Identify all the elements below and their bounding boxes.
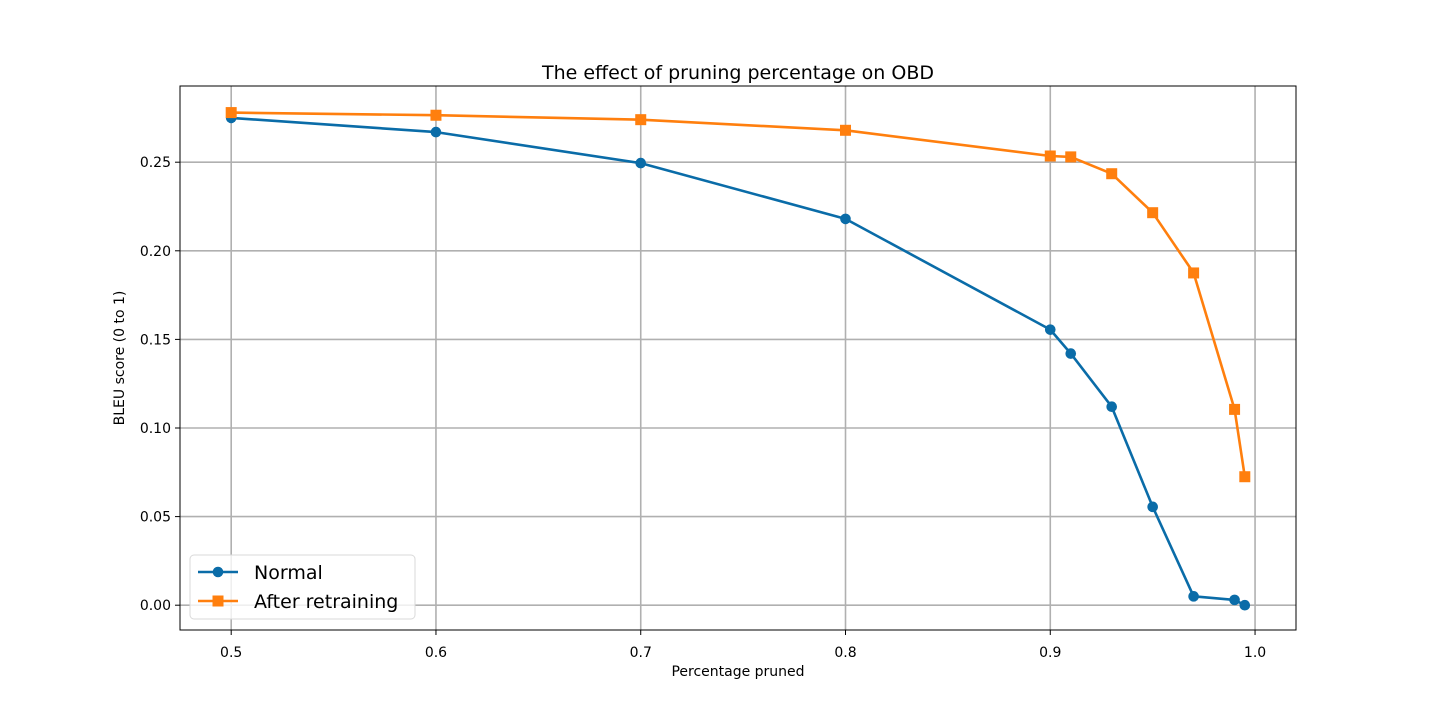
y-tick-label: 0.10: [140, 421, 171, 437]
y-tick-label: 0.00: [140, 598, 171, 614]
y-axis-label: BLEU score (0 to 1): [112, 291, 128, 426]
data-point-normal: [635, 157, 647, 169]
data-point-normal: [1239, 599, 1251, 611]
series-line-normal: [231, 116, 1246, 607]
data-point-normal: [430, 126, 442, 138]
data-point-normal: [1229, 594, 1240, 606]
grid-layer: [180, 86, 1296, 630]
x-tick-label: 0.7: [630, 645, 652, 661]
data-point-after-retraining: [430, 109, 442, 121]
x-tick-label: 0.6: [425, 645, 447, 661]
chart-title: The effect of pruning percentage on OBD: [541, 62, 934, 84]
y-tick-label: 0.05: [140, 510, 171, 526]
tick-layer: 0.5 0.6 0.7 0.8 0.9 1.0 0.00 0.05 0.10 0.15 0.20 0.…: [140, 155, 1266, 661]
data-point-normal: [1044, 324, 1056, 335]
data-point-after-retraining: [1065, 151, 1077, 163]
series-after-retraining: [225, 107, 1251, 483]
y-tick-label: 0.20: [140, 244, 171, 260]
data-point-after-retraining: [635, 114, 647, 126]
data-point-after-retraining: [1229, 403, 1241, 415]
x-tick-label: 0.5: [220, 645, 242, 661]
data-point-normal: [1188, 591, 1199, 602]
legend-label-normal: Normal: [254, 562, 323, 584]
data-point-after-retraining: [840, 124, 852, 136]
data-point-after-retraining: [225, 107, 237, 119]
legend-marker-after-retraining: [212, 595, 224, 607]
plot-frame: [179, 85, 1297, 631]
data-point-after-retraining: [1044, 150, 1056, 162]
x-axis-label: Percentage pruned: [671, 664, 804, 680]
y-tick-label: 0.25: [140, 155, 171, 171]
series-line-after-retraining: [231, 111, 1247, 477]
data-point-normal: [1147, 501, 1158, 513]
x-tick-label: 0.9: [1039, 645, 1061, 661]
y-tick-label: 0.15: [140, 332, 171, 348]
legend-box: [189, 554, 416, 620]
legend-label-after-retraining: After retraining: [254, 591, 398, 613]
x-tick-label: 1.0: [1244, 645, 1266, 661]
data-point-normal: [1065, 348, 1077, 359]
data-point-after-retraining: [1188, 267, 1200, 279]
legend: Normal After retraining: [189, 554, 416, 620]
legend-marker-normal: [212, 566, 224, 578]
data-point-normal: [1106, 401, 1118, 413]
data-point-after-retraining: [1147, 207, 1159, 219]
series-normal: [225, 112, 1251, 611]
series-layer: [225, 107, 1251, 611]
data-point-normal: [840, 213, 851, 225]
data-point-after-retraining: [1239, 471, 1251, 483]
data-point-after-retraining: [1106, 168, 1118, 180]
x-tick-label: 0.8: [834, 645, 856, 661]
